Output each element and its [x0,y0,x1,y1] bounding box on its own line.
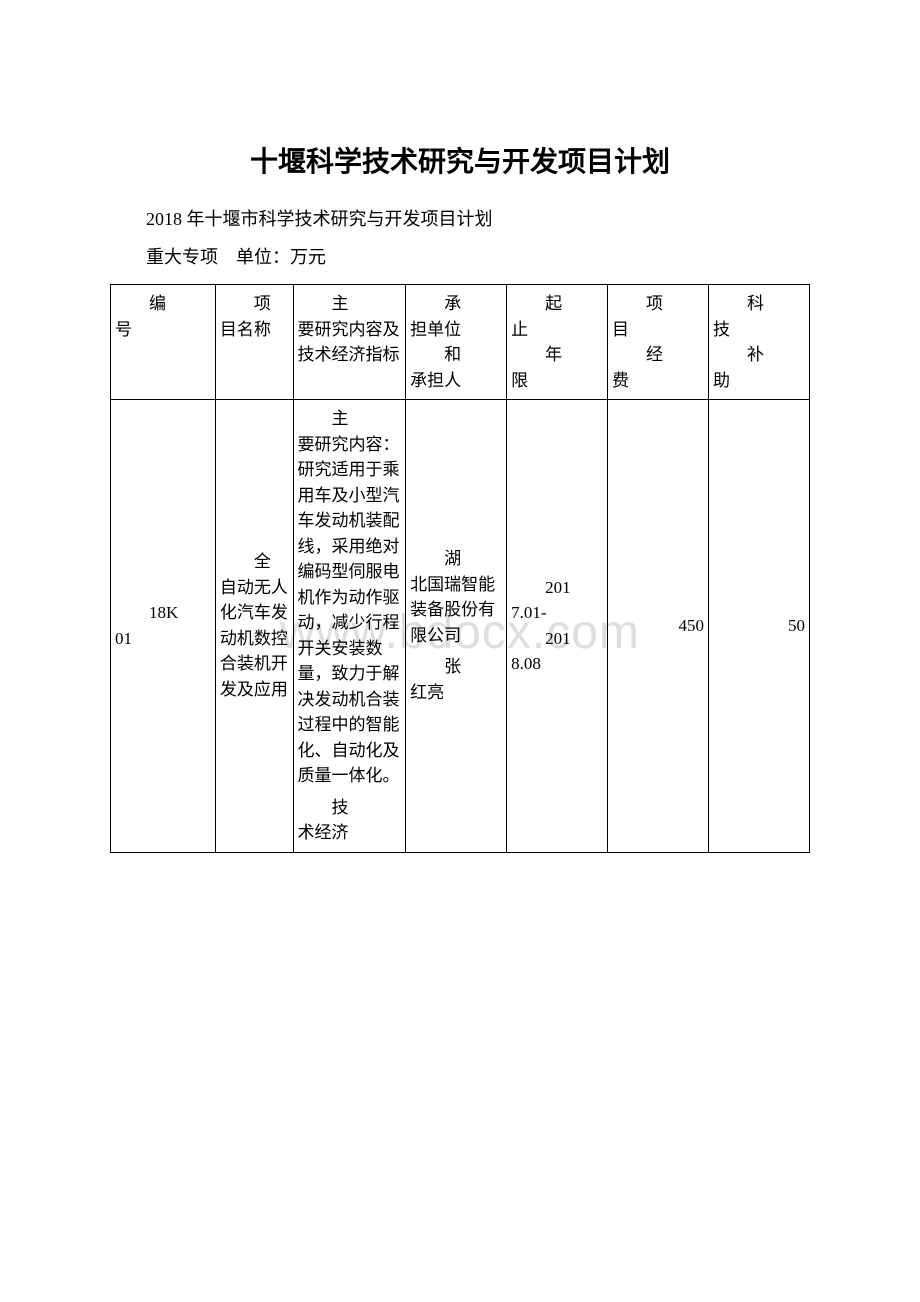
page-title: 十堰科学技术研究与开发项目计划 [110,140,810,180]
header-project-name: 项 目名称 [215,285,293,400]
header-subsidy: 科 技 补 助 [708,285,809,400]
unit-note: 重大专项 单位：万元 [110,243,810,269]
header-project-cost: 项 目 经 费 [608,285,709,400]
subtitle: 2018 年十堰市科学技术研究与开发项目计划 [110,205,810,231]
cell-subsidy: 50 [708,400,809,853]
header-duration: 起 止 年 限 [507,285,608,400]
cell-research-content: 主 要研究内容：研究适用于乘用车及小型汽车发动机装配线，采用绝对编码型伺服电机作… [293,400,406,853]
cell-project-name: 全 自动无人化汽车发动机数控合装机开发及应用 [215,400,293,853]
cell-number: 18K 01 [111,400,216,853]
cell-duration: 201 7.01- 201 8.08 [507,400,608,853]
header-number: 编 号 [111,285,216,400]
header-research-content: 主 要研究内容及技术经济指标 [293,285,406,400]
cell-project-cost: 450 [608,400,709,853]
cell-organization: 湖 北国瑞智能装备股份有限公司 张 红亮 [406,400,507,853]
table-row: 18K 01 全 自动无人化汽车发动机数控合装机开发及应用 主 要研究内容：研究… [111,400,810,853]
table-header-row: 编 号 项 目名称 主 要研究内容及技术经济指标 承 担单位 和 承担人 起 止… [111,285,810,400]
project-table: 编 号 项 目名称 主 要研究内容及技术经济指标 承 担单位 和 承担人 起 止… [110,284,810,853]
header-organization: 承 担单位 和 承担人 [406,285,507,400]
